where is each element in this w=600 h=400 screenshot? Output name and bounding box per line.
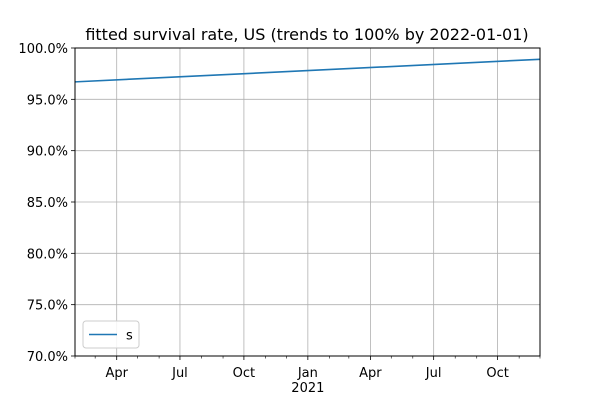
legend-label: s xyxy=(126,329,133,344)
y-tick-label: 95.0% xyxy=(27,93,68,108)
x-tick-label: Jul xyxy=(425,366,442,381)
x-tick-label: Oct xyxy=(233,366,255,381)
x-tick-label: Jul xyxy=(171,366,188,381)
y-tick-label: 85.0% xyxy=(27,196,68,211)
x-tick-label: Apr xyxy=(359,366,382,381)
x-tick-label: Oct xyxy=(486,366,508,381)
y-tick-label: 100.0% xyxy=(18,42,68,57)
chart-title: fitted survival rate, US (trends to 100%… xyxy=(85,25,528,44)
x-year-label: 2021 xyxy=(291,381,324,396)
x-tick-label: Jan xyxy=(297,366,318,381)
y-axis: 70.0% 75.0% 80.0% 85.0% 90.0% 95.0% 100.0% xyxy=(18,42,75,365)
series-layer xyxy=(74,58,541,83)
x-axis: Apr Jul Oct Jan Apr Jul Oct xyxy=(74,356,541,381)
y-tick-label: 70.0% xyxy=(27,350,68,365)
series-line-s xyxy=(74,58,541,83)
legend[interactable]: s xyxy=(82,320,140,349)
x-tick-label: Apr xyxy=(105,366,128,381)
y-tick-label: 90.0% xyxy=(27,145,68,160)
y-tick-label: 80.0% xyxy=(27,247,68,262)
y-tick-label: 75.0% xyxy=(27,299,68,314)
grid xyxy=(75,47,540,357)
